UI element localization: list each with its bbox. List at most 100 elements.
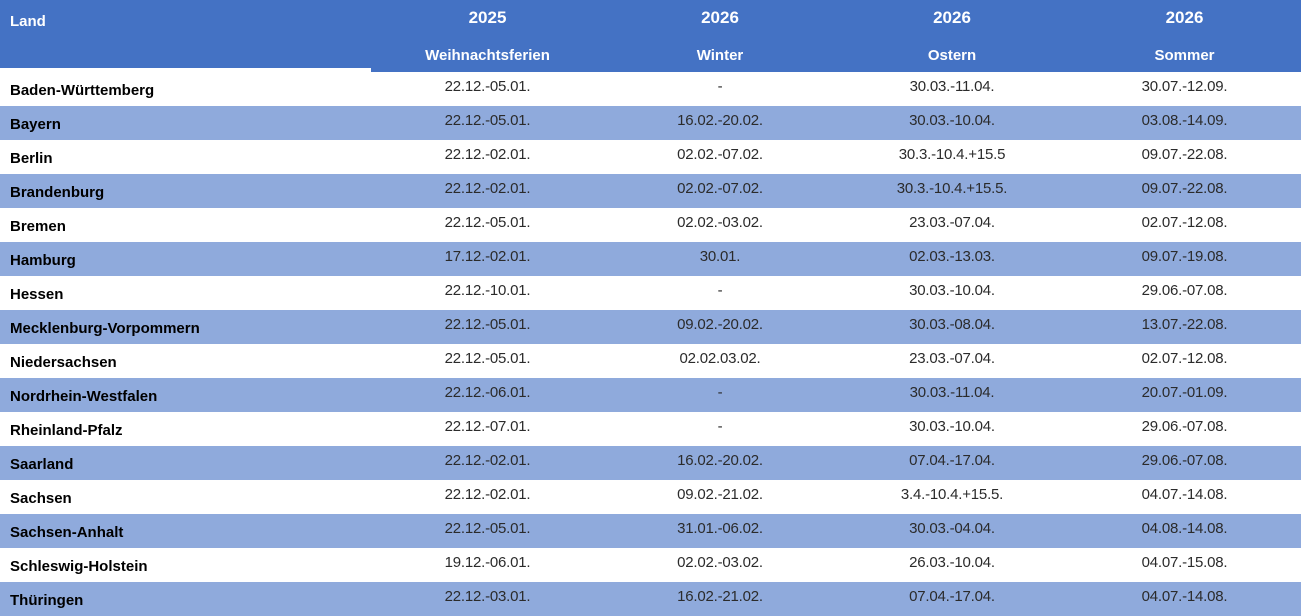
table-row: Sachsen-Anhalt 22.12.-05.01. 31.01.-06.0… [0, 514, 1301, 548]
land-cell: Mecklenburg-Vorpommern [10, 320, 200, 337]
table-row: Thüringen 22.12.-03.01. 16.02.-21.02. 07… [0, 582, 1301, 616]
table-header: Land 2025 Weihnachtsferien 2026 Winter 2… [0, 0, 1301, 72]
header-year-weihnachtsferien: 2025 [468, 8, 507, 27]
date-cell-winter: - [717, 384, 723, 401]
header-cell-sommer: 2026 Sommer [1068, 0, 1301, 72]
date-cell-ostern: 07.04.-17.04. [909, 588, 995, 605]
date-cell-weihnachtsferien: 22.12.-02.01. [444, 486, 531, 503]
land-cell: Sachsen-Anhalt [10, 524, 124, 541]
date-cell-weihnachtsferien: 22.12.-05.01. [444, 350, 531, 367]
date-cell-sommer: 02.07.-12.08. [1141, 350, 1228, 367]
date-cell-weihnachtsferien: 22.12.-07.01. [444, 418, 531, 435]
land-cell: Schleswig-Holstein [10, 558, 148, 575]
date-cell-weihnachtsferien: 22.12.-05.01. [444, 520, 531, 537]
table-row: Berlin 22.12.-02.01. 02.02.-07.02. 30.3.… [0, 140, 1301, 174]
land-cell: Bremen [10, 218, 66, 235]
land-cell: Saarland [10, 456, 74, 473]
date-cell-weihnachtsferien: 22.12.-03.01. [444, 588, 531, 605]
date-cell-winter: 16.02.-21.02. [677, 588, 763, 605]
date-cell-winter: 16.02.-20.02. [677, 112, 763, 129]
header-label-sommer: Sommer [1154, 47, 1215, 64]
date-cell-ostern: 23.03.-07.04. [909, 350, 995, 367]
land-cell: Berlin [10, 150, 53, 167]
table-row: Baden-Württemberg 22.12.-05.01. - 30.03.… [0, 72, 1301, 106]
date-cell-winter: 09.02.-21.02. [677, 486, 763, 503]
date-cell-winter: 31.01.-06.02. [677, 520, 763, 537]
date-cell-weihnachtsferien: 22.12.-05.01. [444, 214, 531, 231]
land-cell: Sachsen [10, 490, 72, 507]
date-cell-winter: 16.02.-20.02. [677, 452, 763, 469]
table-row: Mecklenburg-Vorpommern 22.12.-05.01. 09.… [0, 310, 1301, 344]
header-cell-weihnachtsferien: 2025 Weihnachtsferien [371, 0, 604, 72]
table-row: Bremen 22.12.-05.01. 02.02.-03.02. 23.03… [0, 208, 1301, 242]
land-cell: Nordrhein-Westfalen [10, 388, 158, 405]
header-cell-ostern: 2026 Ostern [836, 0, 1068, 72]
date-cell-weihnachtsferien: 22.12.-02.01. [444, 146, 531, 163]
table-row: Hessen 22.12.-10.01. - 30.03.-10.04. 29.… [0, 276, 1301, 310]
land-cell: Hessen [10, 286, 64, 303]
date-cell-ostern: 30.03.-08.04. [909, 316, 995, 333]
table-row: Sachsen 22.12.-02.01. 09.02.-21.02. 3.4.… [0, 480, 1301, 514]
date-cell-weihnachtsferien: 22.12.-02.01. [444, 452, 531, 469]
date-cell-ostern: 07.04.-17.04. [909, 452, 995, 469]
date-cell-weihnachtsferien: 22.12.-05.01. [444, 78, 531, 95]
date-cell-winter: 02.02.-07.02. [677, 146, 763, 163]
date-cell-sommer: 02.07.-12.08. [1141, 214, 1228, 231]
date-cell-ostern: 30.03.-11.04. [909, 384, 995, 401]
date-cell-winter: 09.02.-20.02. [677, 316, 763, 333]
land-cell: Rheinland-Pfalz [10, 422, 123, 439]
date-cell-weihnachtsferien: 22.12.-10.01. [444, 282, 531, 299]
date-cell-weihnachtsferien: 22.12.-06.01. [444, 384, 531, 401]
table-row: Nordrhein-Westfalen 22.12.-06.01. - 30.0… [0, 378, 1301, 412]
land-cell: Niedersachsen [10, 354, 117, 371]
header-cell-winter: 2026 Winter [604, 0, 836, 72]
date-cell-winter: 02.02.-03.02. [677, 554, 763, 571]
table-body: Baden-Württemberg 22.12.-05.01. - 30.03.… [0, 72, 1301, 616]
table-row: Hamburg 17.12.-02.01. 30.01. 02.03.-13.0… [0, 242, 1301, 276]
date-cell-sommer: 09.07.-22.08. [1141, 146, 1228, 163]
land-cell: Bayern [10, 116, 61, 133]
date-cell-sommer: 04.07.-14.08. [1141, 588, 1228, 605]
date-cell-winter: - [717, 418, 723, 435]
date-cell-ostern: 30.03.-10.04. [909, 418, 995, 435]
header-label-winter: Winter [696, 47, 744, 64]
table-row: Niedersachsen 22.12.-05.01. 02.02.03.02.… [0, 344, 1301, 378]
date-cell-sommer: 03.08.-14.09. [1141, 112, 1228, 129]
date-cell-weihnachtsferien: 22.12.-02.01. [444, 180, 531, 197]
date-cell-ostern: 30.03.-10.04. [909, 112, 995, 129]
date-cell-sommer: 29.06.-07.08. [1141, 452, 1228, 469]
land-cell: Hamburg [10, 252, 76, 269]
date-cell-ostern: 30.03.-10.04. [909, 282, 995, 299]
header-year-sommer: 2026 [1165, 8, 1204, 27]
date-cell-sommer: 04.07.-15.08. [1141, 554, 1228, 571]
table-row: Rheinland-Pfalz 22.12.-07.01. - 30.03.-1… [0, 412, 1301, 446]
date-cell-winter: 30.01. [699, 248, 741, 265]
date-cell-weihnachtsferien: 17.12.-02.01. [444, 248, 531, 265]
header-label-land: Land [10, 13, 46, 30]
date-cell-sommer: 04.07.-14.08. [1141, 486, 1228, 503]
date-cell-weihnachtsferien: 22.12.-05.01. [444, 112, 531, 129]
date-cell-ostern: 02.03.-13.03. [909, 248, 995, 265]
date-cell-ostern: 30.03.-11.04. [909, 78, 995, 95]
date-cell-sommer: 09.07.-22.08. [1141, 180, 1228, 197]
date-cell-sommer: 29.06.-07.08. [1141, 418, 1228, 435]
date-cell-weihnachtsferien: 22.12.-05.01. [444, 316, 531, 333]
date-cell-winter: - [717, 282, 723, 299]
date-cell-weihnachtsferien: 19.12.-06.01. [444, 554, 531, 571]
table-row: Saarland 22.12.-02.01. 16.02.-20.02. 07.… [0, 446, 1301, 480]
table-row: Brandenburg 22.12.-02.01. 02.02.-07.02. … [0, 174, 1301, 208]
date-cell-ostern: 3.4.-10.4.+15.5. [900, 486, 1004, 503]
date-cell-ostern: 26.03.-10.04. [909, 554, 995, 571]
header-cell-land: Land [0, 0, 371, 68]
header-label-ostern: Ostern [927, 47, 977, 64]
date-cell-sommer: 04.08.-14.08. [1141, 520, 1228, 537]
table-row: Bayern 22.12.-05.01. 16.02.-20.02. 30.03… [0, 106, 1301, 140]
header-label-weihnachtsferien: Weihnachtsferien [425, 47, 550, 64]
date-cell-winter: 02.02.-07.02. [677, 180, 763, 197]
land-cell: Thüringen [10, 592, 84, 609]
table-row: Schleswig-Holstein 19.12.-06.01. 02.02.-… [0, 548, 1301, 582]
header-year-winter: 2026 [701, 8, 739, 27]
date-cell-sommer: 13.07.-22.08. [1141, 316, 1228, 333]
land-cell: Brandenburg [10, 184, 105, 201]
